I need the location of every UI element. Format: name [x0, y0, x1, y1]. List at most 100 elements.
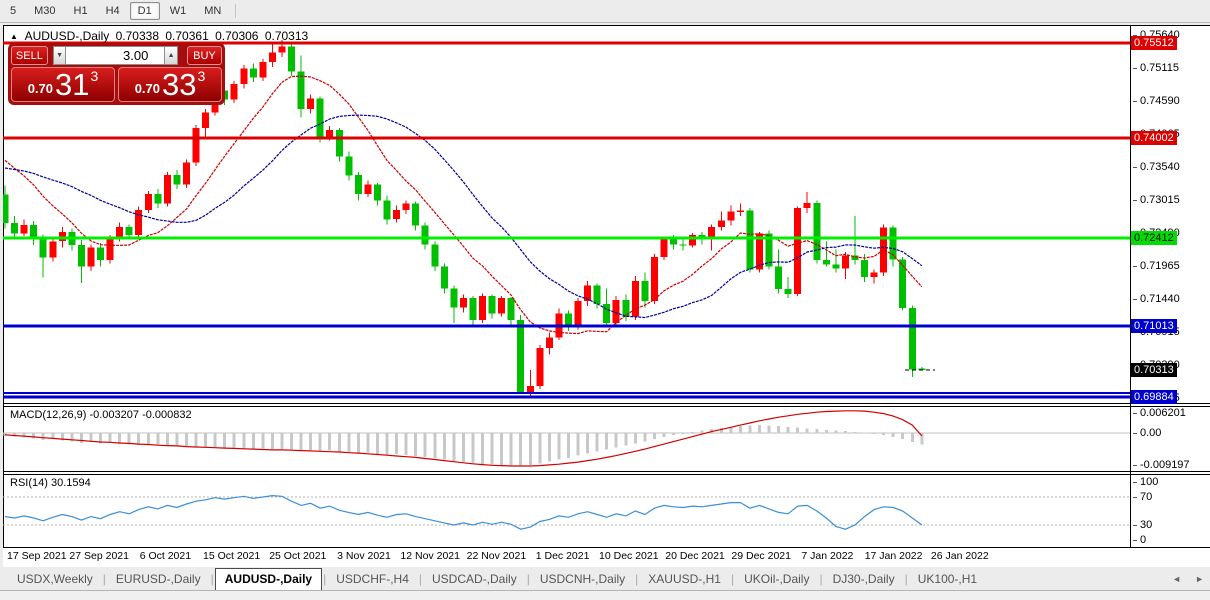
- timeframe-toolbar: 5 M30 H1 H4 D1 W1 MN: [0, 0, 1210, 23]
- chart-tab-uk100-[interactable]: UK100-,H1: [917, 571, 978, 586]
- chevron-down-icon: ▼: [56, 52, 63, 59]
- tab-separator: |: [526, 571, 530, 586]
- chart-tab-dj30-[interactable]: DJ30-,Daily: [832, 571, 895, 586]
- date-label-0: 17 Sep 2021: [7, 550, 67, 562]
- ohlc-close: 0.70313: [264, 29, 309, 43]
- date-label-12: 7 Jan 2022: [801, 550, 854, 562]
- chart-tab-xauusd-[interactable]: XAUUSD-,H1: [648, 571, 721, 586]
- date-label-6: 12 Nov 2021: [400, 550, 460, 562]
- rsi-indicator-pane: [3, 494, 1130, 530]
- price-level-badge-0.69884: 0.69884: [1131, 390, 1177, 404]
- sell-price-button[interactable]: 0.70 31 3: [11, 67, 115, 102]
- chart-tab-ukoil-[interactable]: UKOil-,Daily: [744, 571, 810, 586]
- macd-axis: 0.006201 0.00 -0.009197: [1131, 407, 1210, 471]
- price-tick-0.71965: 0.71965: [1133, 260, 1180, 272]
- ohlc-low: 0.70306: [215, 29, 259, 43]
- date-axis[interactable]: 17 Sep 2021 27 Sep 2021 6 Oct 2021 15 Oct 2…: [3, 549, 1130, 566]
- chart-tab-bar: USDX,Weekly | EURUSD-,Daily | AUDUSD-,Daily |…: [0, 567, 1210, 590]
- timeframe-button-5[interactable]: 5: [10, 5, 17, 17]
- tab-separator: |: [819, 571, 823, 586]
- rsi-tick-70: 70: [1132, 491, 1153, 503]
- price-tick-0.73015: 0.73015: [1133, 194, 1180, 206]
- status-strip: [0, 590, 1210, 600]
- date-label-13: 17 Jan 2022: [864, 550, 923, 562]
- price-tick-0.74590: 0.74590: [1133, 95, 1180, 107]
- sell-button[interactable]: SELL: [11, 46, 48, 65]
- buy-price-button[interactable]: 0.70 33 3: [118, 67, 222, 102]
- macd-label: MACD(12,26,9) -0.003207 -0.000832: [10, 409, 192, 421]
- timeframe-button-h4[interactable]: H4: [105, 5, 120, 17]
- chart-tab-usdcad-[interactable]: USDCAD-,Daily: [432, 571, 517, 586]
- toolbar-separator: [235, 4, 237, 18]
- price-chart[interactable]: [3, 26, 1130, 403]
- date-label-9: 10 Dec 2021: [599, 550, 659, 562]
- price-tick-0.73540: 0.73540: [1133, 161, 1180, 173]
- price-axis-divider[interactable]: [1130, 25, 1131, 548]
- timeframe-button-w1[interactable]: W1: [169, 5, 187, 17]
- sell-price-pipette: 3: [90, 68, 99, 84]
- rsi-pane-separator-2[interactable]: [3, 474, 1210, 475]
- price-axis[interactable]: 0.756400.751150.745900.740650.735400.730…: [1131, 26, 1210, 404]
- chart-tab-usdchf-[interactable]: USDCHF-,H4: [336, 571, 409, 586]
- price-level-badge-0.72412: 0.72412: [1131, 231, 1177, 245]
- price-level-badge-0.71013: 0.71013: [1131, 319, 1177, 333]
- chart-tab-audusd-[interactable]: AUDUSD-,Daily: [214, 567, 323, 590]
- tab-separator: |: [418, 571, 423, 586]
- chart-bottom-border: [3, 547, 1210, 548]
- current-price-badge: 0.70313: [1131, 363, 1177, 377]
- timeframe-button-d1[interactable]: D1: [129, 2, 160, 20]
- chevron-up-icon: ▲: [167, 52, 175, 59]
- chart-title: ▲ AUDUSD-,Daily 0.70338 0.70361 0.70306 …: [10, 29, 311, 43]
- macd-indicator-pane: [3, 410, 1130, 467]
- date-label-10: 20 Dec 2021: [665, 550, 725, 562]
- price-level-badge-0.75512: 0.75512: [1131, 36, 1177, 50]
- date-label-7: 22 Nov 2021: [466, 550, 527, 562]
- rsi-pane-separator[interactable]: [3, 471, 1210, 472]
- tab-scroll-right-icon[interactable]: ►: [1195, 573, 1204, 584]
- tab-scroll-left-icon[interactable]: ◄: [1172, 573, 1182, 584]
- rsi-axis: 100 70 30 0: [1131, 475, 1210, 547]
- macd-pane-separator-2[interactable]: [3, 406, 1210, 407]
- chart-tab-usdcnh-[interactable]: USDCNH-,Daily: [539, 571, 626, 586]
- timeframe-button-m30[interactable]: M30: [34, 5, 56, 17]
- price-tick-0.75115: 0.75115: [1133, 62, 1179, 74]
- chart-tab-usdx[interactable]: USDX,Weekly: [17, 571, 93, 586]
- buy-price-prefix: 0.70: [134, 81, 161, 96]
- volume-input[interactable]: [66, 46, 165, 65]
- volume-increase-button[interactable]: ▲: [164, 46, 178, 65]
- panel-collapse-icon[interactable]: ▲: [10, 32, 18, 41]
- one-click-trading-panel: SELL ▼ ▲ BUY 0.70 31 3 0.70 33 3: [8, 43, 225, 105]
- tab-separator: |: [102, 571, 106, 586]
- ohlc-open: 0.70338: [115, 29, 160, 43]
- buy-price-pips: 33: [162, 67, 197, 102]
- rsi-label: RSI(14) 30.1594: [10, 477, 91, 489]
- date-label-14: 26 Jan 2022: [930, 550, 989, 562]
- rsi-tick-100: 100: [1132, 476, 1159, 488]
- macd-tick--0.009197: -0.009197: [1133, 459, 1190, 471]
- tab-separator: |: [730, 571, 735, 586]
- buy-button[interactable]: BUY: [186, 46, 222, 65]
- chart-left-border: [3, 25, 4, 548]
- sell-price-prefix: 0.70: [27, 81, 54, 96]
- price-tick-0.71440: 0.71440: [1133, 293, 1180, 305]
- chart-tab-eurusd-[interactable]: EURUSD-,Daily: [115, 571, 201, 586]
- symbol-period-label: AUDUSD-,Daily: [24, 29, 110, 43]
- buy-price-pipette: 3: [197, 68, 206, 84]
- chart-top-border: [3, 25, 1210, 26]
- macd-tick-0.00: 0.00: [1132, 427, 1162, 439]
- tab-separator: |: [210, 571, 214, 586]
- chart-tabs: USDX,Weekly | EURUSD-,Daily | AUDUSD-,Daily |…: [8, 567, 986, 590]
- sell-price-pips: 31: [55, 67, 90, 102]
- date-label-8: 1 Dec 2021: [535, 550, 590, 562]
- timeframe-button-mn[interactable]: MN: [204, 5, 222, 17]
- date-label-4: 25 Oct 2021: [269, 550, 327, 562]
- macd-tick-0.006201: 0.006201: [1133, 407, 1186, 419]
- tab-separator: |: [635, 571, 639, 586]
- price-level-badge-0.74002: 0.74002: [1131, 131, 1177, 145]
- macd-pane-separator[interactable]: [3, 403, 1210, 404]
- date-label-2: 6 Oct 2021: [139, 550, 192, 562]
- volume-decrease-button[interactable]: ▼: [52, 46, 67, 65]
- rsi-tick-30: 30: [1132, 519, 1153, 531]
- timeframe-button-h1[interactable]: H1: [73, 5, 88, 17]
- rsi-tick-0: 0: [1132, 534, 1147, 546]
